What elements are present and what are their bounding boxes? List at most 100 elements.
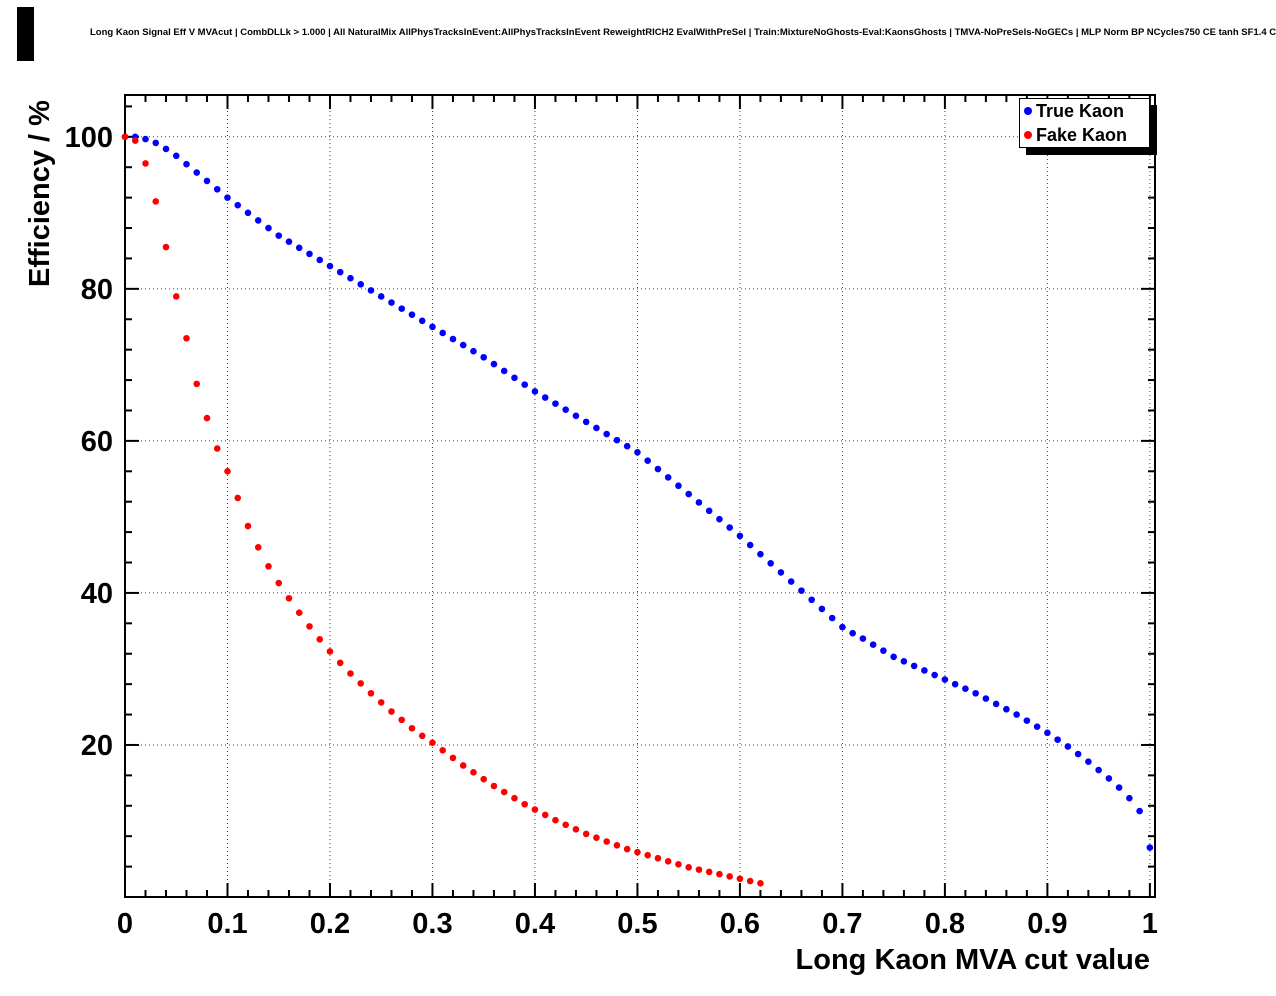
data-point-fake-kaon	[521, 800, 529, 808]
data-point-true-kaon	[500, 367, 508, 375]
x-tick-label: 0.3	[412, 908, 452, 940]
data-point-true-kaon	[562, 406, 569, 414]
data-point-true-kaon	[962, 685, 969, 693]
data-point-fake-kaon	[367, 689, 375, 697]
data-point-true-kaon	[377, 293, 385, 300]
data-point-true-kaon	[347, 274, 354, 282]
data-point-true-kaon	[1033, 723, 1041, 731]
data-point-true-kaon	[675, 482, 682, 490]
data-point-true-kaon	[470, 347, 477, 355]
data-point-true-kaon	[429, 323, 436, 331]
data-point-fake-kaon	[388, 708, 395, 715]
x-tick-label: 0	[117, 908, 133, 940]
data-point-fake-kaon	[613, 842, 621, 849]
data-point-true-kaon	[1054, 736, 1061, 743]
data-point-true-kaon	[213, 185, 221, 193]
plot-title: Long Kaon Signal Eff V MVAcut | CombDLLk…	[90, 27, 1276, 38]
data-point-true-kaon	[859, 635, 867, 642]
data-point-fake-kaon	[429, 739, 436, 746]
data-point-true-kaon	[654, 465, 662, 473]
data-point-fake-kaon	[234, 494, 242, 502]
data-point-fake-kaon	[449, 754, 457, 762]
data-point-fake-kaon	[316, 635, 324, 643]
data-point-fake-kaon	[562, 821, 569, 829]
data-point-true-kaon	[285, 238, 293, 246]
data-point-true-kaon	[162, 145, 170, 153]
data-point-true-kaon	[490, 360, 498, 368]
data-point-true-kaon	[900, 658, 908, 665]
data-point-true-kaon	[951, 680, 959, 688]
data-point-true-kaon	[726, 524, 733, 531]
data-point-fake-kaon	[500, 788, 508, 796]
data-point-true-kaon	[992, 700, 1000, 708]
y-tick-label: 60	[81, 426, 113, 458]
data-point-true-kaon	[234, 201, 242, 209]
data-point-true-kaon	[336, 268, 344, 276]
data-point-fake-kaon	[552, 816, 559, 824]
data-point-true-kaon	[685, 490, 692, 498]
legend-label-fake-kaon: Fake Kaon	[1036, 125, 1128, 145]
canvas-corner-mark	[17, 7, 34, 61]
data-point-true-kaon	[716, 515, 723, 523]
legend-entry-true-kaon: True Kaon	[1020, 102, 1149, 120]
data-point-fake-kaon	[644, 851, 651, 859]
data-point-true-kaon	[265, 224, 272, 232]
data-point-fake-kaon	[459, 762, 467, 769]
data-point-true-kaon	[593, 424, 600, 432]
data-point-fake-kaon	[757, 880, 764, 887]
data-point-true-kaon	[757, 550, 764, 558]
data-point-true-kaon	[921, 667, 928, 674]
data-point-true-kaon	[408, 311, 416, 318]
data-point-true-kaon	[582, 418, 590, 426]
y-tick-label: 80	[81, 274, 113, 306]
data-point-true-kaon	[203, 177, 211, 185]
data-point-fake-kaon	[480, 775, 488, 783]
data-point-fake-kaon	[582, 830, 590, 838]
data-point-true-kaon	[418, 317, 426, 325]
data-point-true-kaon	[367, 287, 375, 294]
data-point-fake-kaon	[326, 648, 334, 655]
data-point-true-kaon	[449, 335, 457, 343]
data-point-true-kaon	[869, 641, 877, 648]
legend-entry-fake-kaon: Fake Kaon	[1020, 126, 1149, 144]
fake-kaon-marker-icon	[1024, 131, 1032, 139]
data-point-true-kaon	[1085, 758, 1092, 765]
data-point-true-kaon	[736, 532, 744, 540]
x-axis-title: Long Kaon MVA cut value	[795, 944, 1150, 976]
data-point-fake-kaon	[398, 716, 406, 724]
y-axis-title: Efficiency / %	[24, 100, 56, 287]
data-point-true-kaon	[623, 442, 631, 450]
data-point-fake-kaon	[121, 133, 129, 141]
data-point-true-kaon	[777, 569, 785, 576]
data-point-true-kaon	[172, 152, 180, 160]
data-point-fake-kaon	[726, 873, 733, 880]
data-point-true-kaon	[941, 676, 949, 683]
data-point-true-kaon	[541, 394, 549, 401]
data-point-fake-kaon	[531, 806, 539, 813]
data-point-true-kaon	[808, 596, 815, 604]
data-point-true-kaon	[910, 662, 918, 670]
data-point-true-kaon	[787, 578, 795, 585]
data-point-fake-kaon	[377, 699, 385, 706]
data-point-fake-kaon	[224, 467, 231, 475]
data-point-fake-kaon	[265, 563, 272, 570]
data-point-true-kaon	[603, 430, 610, 438]
data-point-fake-kaon	[275, 579, 283, 587]
x-tick-label: 0.4	[515, 908, 555, 940]
data-point-true-kaon	[254, 217, 262, 224]
data-point-fake-kaon	[685, 864, 692, 871]
data-point-true-kaon	[193, 169, 201, 176]
data-point-true-kaon	[224, 194, 231, 201]
data-point-true-kaon	[695, 499, 703, 506]
data-point-true-kaon	[459, 341, 467, 349]
data-point-true-kaon	[931, 671, 938, 679]
data-point-true-kaon	[183, 160, 190, 168]
data-point-true-kaon	[521, 381, 529, 388]
data-point-true-kaon	[511, 374, 518, 382]
data-point-true-kaon	[572, 412, 580, 420]
data-point-fake-kaon	[572, 826, 580, 833]
data-point-fake-kaon	[408, 724, 416, 732]
data-point-true-kaon	[828, 614, 836, 622]
data-point-true-kaon	[849, 629, 856, 637]
data-point-true-kaon	[1064, 743, 1072, 750]
